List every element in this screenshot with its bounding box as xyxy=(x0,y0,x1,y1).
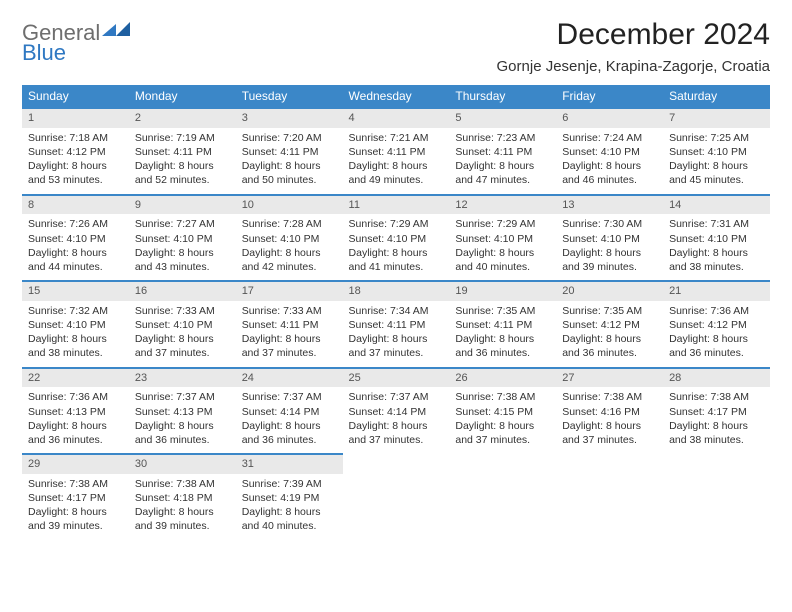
day-header: Saturday xyxy=(663,85,770,108)
day-number-cell: 29 xyxy=(22,454,129,474)
day-info-cell: Sunrise: 7:20 AMSunset: 4:11 PMDaylight:… xyxy=(236,128,343,195)
day-number-cell: 31 xyxy=(236,454,343,474)
day-number-cell: 3 xyxy=(236,108,343,128)
day-info-cell xyxy=(343,474,450,540)
day-info-cell: Sunrise: 7:36 AMSunset: 4:13 PMDaylight:… xyxy=(22,387,129,454)
day-number-cell: 12 xyxy=(449,195,556,215)
day-number-cell: 14 xyxy=(663,195,770,215)
day-info-cell: Sunrise: 7:24 AMSunset: 4:10 PMDaylight:… xyxy=(556,128,663,195)
day-info-row: Sunrise: 7:32 AMSunset: 4:10 PMDaylight:… xyxy=(22,301,770,368)
day-info-cell: Sunrise: 7:37 AMSunset: 4:13 PMDaylight:… xyxy=(129,387,236,454)
day-number-cell xyxy=(449,454,556,474)
day-info-cell: Sunrise: 7:27 AMSunset: 4:10 PMDaylight:… xyxy=(129,214,236,281)
day-number-cell xyxy=(343,454,450,474)
day-info-cell: Sunrise: 7:37 AMSunset: 4:14 PMDaylight:… xyxy=(236,387,343,454)
day-number-cell xyxy=(663,454,770,474)
day-info-cell: Sunrise: 7:29 AMSunset: 4:10 PMDaylight:… xyxy=(449,214,556,281)
day-info-cell: Sunrise: 7:33 AMSunset: 4:10 PMDaylight:… xyxy=(129,301,236,368)
day-info-cell: Sunrise: 7:29 AMSunset: 4:10 PMDaylight:… xyxy=(343,214,450,281)
day-number-cell: 10 xyxy=(236,195,343,215)
day-number-cell: 19 xyxy=(449,281,556,301)
day-number-cell: 23 xyxy=(129,368,236,388)
day-info-cell xyxy=(663,474,770,540)
calendar-body: 1234567Sunrise: 7:18 AMSunset: 4:12 PMDa… xyxy=(22,108,770,540)
day-info-cell: Sunrise: 7:38 AMSunset: 4:17 PMDaylight:… xyxy=(22,474,129,540)
day-info-cell: Sunrise: 7:21 AMSunset: 4:11 PMDaylight:… xyxy=(343,128,450,195)
title-block: December 2024 Gornje Jesenje, Krapina-Za… xyxy=(497,18,770,75)
day-info-cell: Sunrise: 7:38 AMSunset: 4:17 PMDaylight:… xyxy=(663,387,770,454)
day-number-cell xyxy=(556,454,663,474)
day-info-row: Sunrise: 7:18 AMSunset: 4:12 PMDaylight:… xyxy=(22,128,770,195)
day-number-cell: 6 xyxy=(556,108,663,128)
day-number-cell: 22 xyxy=(22,368,129,388)
day-number-cell: 26 xyxy=(449,368,556,388)
day-number-cell: 17 xyxy=(236,281,343,301)
day-number-cell: 13 xyxy=(556,195,663,215)
day-number-cell: 20 xyxy=(556,281,663,301)
day-number-cell: 30 xyxy=(129,454,236,474)
day-info-cell: Sunrise: 7:35 AMSunset: 4:12 PMDaylight:… xyxy=(556,301,663,368)
day-number-cell: 5 xyxy=(449,108,556,128)
day-number-cell: 18 xyxy=(343,281,450,301)
day-header: Thursday xyxy=(449,85,556,108)
day-number-cell: 11 xyxy=(343,195,450,215)
topbar: General Blue December 2024 Gornje Jesenj… xyxy=(22,18,770,75)
day-info-cell: Sunrise: 7:39 AMSunset: 4:19 PMDaylight:… xyxy=(236,474,343,540)
day-info-cell: Sunrise: 7:38 AMSunset: 4:18 PMDaylight:… xyxy=(129,474,236,540)
day-number-cell: 8 xyxy=(22,195,129,215)
day-number-cell: 2 xyxy=(129,108,236,128)
calendar-page: General Blue December 2024 Gornje Jesenj… xyxy=(0,0,792,550)
day-info-cell: Sunrise: 7:33 AMSunset: 4:11 PMDaylight:… xyxy=(236,301,343,368)
day-info-cell: Sunrise: 7:38 AMSunset: 4:15 PMDaylight:… xyxy=(449,387,556,454)
day-header: Tuesday xyxy=(236,85,343,108)
day-info-cell: Sunrise: 7:18 AMSunset: 4:12 PMDaylight:… xyxy=(22,128,129,195)
day-info-cell: Sunrise: 7:25 AMSunset: 4:10 PMDaylight:… xyxy=(663,128,770,195)
day-number-row: 293031 xyxy=(22,454,770,474)
month-title: December 2024 xyxy=(497,18,770,52)
calendar-table: SundayMondayTuesdayWednesdayThursdayFrid… xyxy=(22,85,770,540)
day-info-cell: Sunrise: 7:38 AMSunset: 4:16 PMDaylight:… xyxy=(556,387,663,454)
day-info-cell: Sunrise: 7:32 AMSunset: 4:10 PMDaylight:… xyxy=(22,301,129,368)
day-number-row: 22232425262728 xyxy=(22,368,770,388)
day-info-cell: Sunrise: 7:37 AMSunset: 4:14 PMDaylight:… xyxy=(343,387,450,454)
day-number-row: 891011121314 xyxy=(22,195,770,215)
day-header: Friday xyxy=(556,85,663,108)
calendar-head: SundayMondayTuesdayWednesdayThursdayFrid… xyxy=(22,85,770,108)
day-number-cell: 1 xyxy=(22,108,129,128)
day-header: Sunday xyxy=(22,85,129,108)
day-number-cell: 15 xyxy=(22,281,129,301)
day-info-cell: Sunrise: 7:26 AMSunset: 4:10 PMDaylight:… xyxy=(22,214,129,281)
day-info-row: Sunrise: 7:26 AMSunset: 4:10 PMDaylight:… xyxy=(22,214,770,281)
location-text: Gornje Jesenje, Krapina-Zagorje, Croatia xyxy=(497,58,770,75)
day-number-row: 15161718192021 xyxy=(22,281,770,301)
day-number-cell: 24 xyxy=(236,368,343,388)
day-info-cell: Sunrise: 7:30 AMSunset: 4:10 PMDaylight:… xyxy=(556,214,663,281)
brand-mark-icon xyxy=(102,22,130,44)
day-info-cell xyxy=(556,474,663,540)
day-number-cell: 9 xyxy=(129,195,236,215)
day-info-cell: Sunrise: 7:35 AMSunset: 4:11 PMDaylight:… xyxy=(449,301,556,368)
day-number-cell: 21 xyxy=(663,281,770,301)
day-number-cell: 4 xyxy=(343,108,450,128)
brand-line2: Blue xyxy=(22,42,100,64)
day-info-cell: Sunrise: 7:36 AMSunset: 4:12 PMDaylight:… xyxy=(663,301,770,368)
day-number-cell: 16 xyxy=(129,281,236,301)
brand-logo: General Blue xyxy=(22,18,130,64)
day-header: Wednesday xyxy=(343,85,450,108)
day-number-cell: 28 xyxy=(663,368,770,388)
brand-text: General Blue xyxy=(22,22,100,64)
day-info-row: Sunrise: 7:38 AMSunset: 4:17 PMDaylight:… xyxy=(22,474,770,540)
day-info-cell: Sunrise: 7:31 AMSunset: 4:10 PMDaylight:… xyxy=(663,214,770,281)
day-info-row: Sunrise: 7:36 AMSunset: 4:13 PMDaylight:… xyxy=(22,387,770,454)
day-number-cell: 7 xyxy=(663,108,770,128)
day-info-cell: Sunrise: 7:19 AMSunset: 4:11 PMDaylight:… xyxy=(129,128,236,195)
day-info-cell xyxy=(449,474,556,540)
day-number-cell: 27 xyxy=(556,368,663,388)
day-info-cell: Sunrise: 7:34 AMSunset: 4:11 PMDaylight:… xyxy=(343,301,450,368)
day-info-cell: Sunrise: 7:28 AMSunset: 4:10 PMDaylight:… xyxy=(236,214,343,281)
day-header: Monday xyxy=(129,85,236,108)
day-number-cell: 25 xyxy=(343,368,450,388)
day-info-cell: Sunrise: 7:23 AMSunset: 4:11 PMDaylight:… xyxy=(449,128,556,195)
day-number-row: 1234567 xyxy=(22,108,770,128)
